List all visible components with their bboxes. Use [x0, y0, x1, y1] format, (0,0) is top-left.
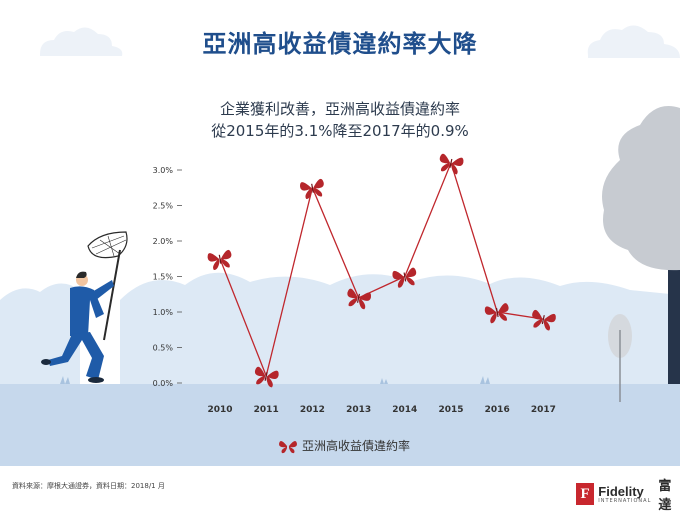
grass-icon [480, 376, 490, 384]
subtitle-line-1: 企業獲利改善，亞洲高收益債違約率 [219, 100, 460, 118]
y-tick-label: 0.0% [153, 379, 174, 388]
butterfly-data-point [254, 366, 279, 388]
hill-shape [120, 272, 680, 384]
grass-icon [60, 376, 70, 384]
y-tick-label: 3.0% [153, 166, 174, 175]
butterfly-legend-icon [279, 440, 297, 453]
page-title: 亞洲高收益債違約率大降 [202, 30, 478, 58]
butterfly-data-point [392, 267, 417, 288]
y-tick-label: 1.0% [153, 308, 174, 317]
x-tick-label: 2010 [207, 405, 232, 415]
x-tick-label: 2012 [300, 405, 325, 415]
y-tick-label: 2.0% [153, 237, 174, 246]
x-tick-label: 2016 [485, 405, 510, 415]
cloud-icon [40, 27, 123, 56]
grass-icon [380, 378, 388, 384]
ground [0, 384, 680, 466]
x-tick-label: 2014 [392, 405, 417, 415]
butterfly-data-point [207, 249, 232, 270]
butterfly-data-point [484, 303, 509, 324]
y-tick-label: 0.5% [153, 344, 174, 353]
fidelity-logo: F Fidelity INTERNATIONAL 富達 [576, 475, 680, 513]
logo-subtitle: INTERNATIONAL [598, 497, 652, 504]
businessman-illustration [41, 231, 128, 383]
butterfly-data-point [439, 153, 464, 175]
x-tick-label: 2017 [531, 405, 556, 415]
butterfly-data-point [532, 309, 556, 331]
source-note: 資料來源：摩根大通證券，資料日期：2018/1 月 [12, 482, 165, 490]
butterfly-data-point [347, 288, 372, 310]
x-tick-label: 2013 [346, 405, 371, 415]
logo-mark: F [576, 483, 595, 505]
logo-name: Fidelity [598, 483, 644, 499]
legend-label: 亞洲高收益債違約率 [302, 439, 411, 453]
tree-icon [602, 106, 680, 271]
butterfly-data-point [300, 178, 324, 199]
x-tick-label: 2011 [254, 405, 279, 415]
y-tick-label: 1.5% [153, 273, 174, 282]
tree-trunk [668, 240, 680, 384]
x-tick-label: 2015 [438, 405, 463, 415]
chart-legend: 亞洲高收益債違約率 [278, 437, 410, 454]
subtitle-line-2: 從2015年的3.1%降至2017年的0.9% [211, 122, 469, 140]
cloud-icon [587, 25, 680, 59]
y-tick-label: 2.5% [153, 202, 174, 211]
series-line [219, 160, 544, 379]
logo-chinese: 富達 [658, 479, 672, 513]
